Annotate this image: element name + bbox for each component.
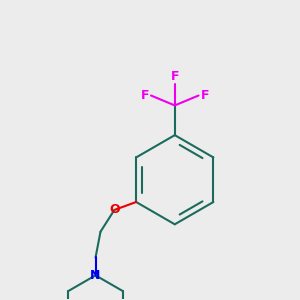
Text: F: F bbox=[170, 70, 179, 83]
Text: N: N bbox=[90, 269, 101, 282]
Text: F: F bbox=[140, 89, 149, 102]
Text: O: O bbox=[109, 203, 120, 216]
Text: F: F bbox=[200, 89, 209, 102]
